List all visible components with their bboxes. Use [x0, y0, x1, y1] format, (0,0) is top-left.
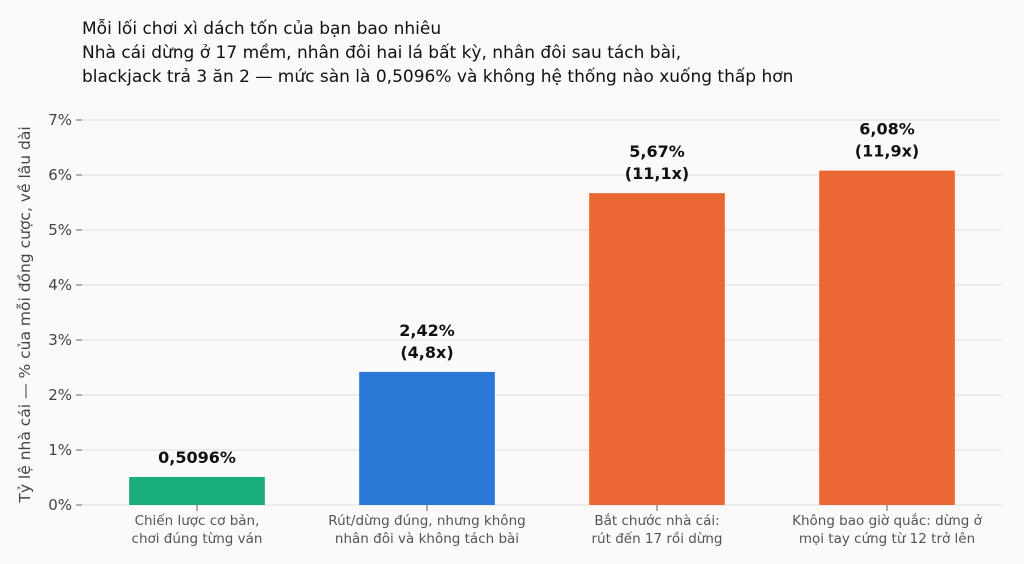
y-axis-label-group: Tỷ lệ nhà cái — % của mỗi đồng cược, về … — [16, 126, 34, 503]
y-tick-label: 4% — [48, 276, 72, 294]
y-tick-label: 5% — [48, 221, 72, 239]
bar — [359, 371, 495, 505]
y-tick-label: 6% — [48, 166, 72, 184]
bar — [129, 476, 265, 505]
x-tick-label: nhân đôi và không tách bài — [335, 531, 519, 547]
grid — [82, 119, 1002, 506]
y-tick-label: 2% — [48, 386, 72, 404]
x-tick-label: mọi tay cứng từ 12 trở lên — [799, 531, 975, 547]
bar — [819, 170, 955, 505]
y-tick-label: 0% — [48, 496, 72, 514]
data-label: 5,67% — [629, 142, 685, 161]
y-tick-label: 3% — [48, 331, 72, 349]
y-tick-label: 1% — [48, 441, 72, 459]
data-label: 0,5096% — [158, 448, 236, 467]
chart-title: Mỗi lối chơi xì dách tốn của bạn bao nhi… — [82, 18, 793, 87]
y-axis-label: Tỷ lệ nhà cái — % của mỗi đồng cược, về … — [16, 126, 34, 503]
x-axis: Chiến lược cơ bản, chơi đúng từng ván Rút/… — [132, 505, 983, 547]
data-label: 6,08% — [859, 120, 915, 139]
y-tick-label: 7% — [48, 111, 72, 129]
title-line: Nhà cái dừng ở 17 mềm, nhân đôi hai lá b… — [82, 42, 681, 63]
x-tick-label: Chiến lược cơ bản, — [135, 512, 260, 529]
data-label: (11,9x) — [855, 142, 919, 161]
x-tick-label: chơi đúng từng ván — [132, 531, 263, 547]
x-tick-label: Bắt chước nhà cái: — [594, 512, 719, 529]
x-tick-label: Không bao giờ quắc: dừng ở — [792, 512, 983, 529]
title-line: blackjack trả 3 ăn 2 — mức sàn là 0,5096… — [82, 66, 793, 87]
x-tick-label: rút đến 17 rồi dừng — [592, 530, 723, 547]
data-label: (4,8x) — [400, 343, 453, 362]
data-label: 2,42% — [399, 321, 455, 340]
y-axis: 0% 1% 2% 3% 4% 5% 6% 7% — [48, 111, 82, 514]
bars: 0,5096% 2,42% (4,8x) 5,67% (11,1x) 6,08% (11,9… — [129, 120, 955, 505]
data-label: (11,1x) — [625, 164, 689, 183]
x-tick-label: Rút/dừng đúng, nhưng không — [328, 513, 525, 529]
bar — [589, 193, 725, 505]
title-line: Mỗi lối chơi xì dách tốn của bạn bao nhi… — [82, 18, 441, 39]
